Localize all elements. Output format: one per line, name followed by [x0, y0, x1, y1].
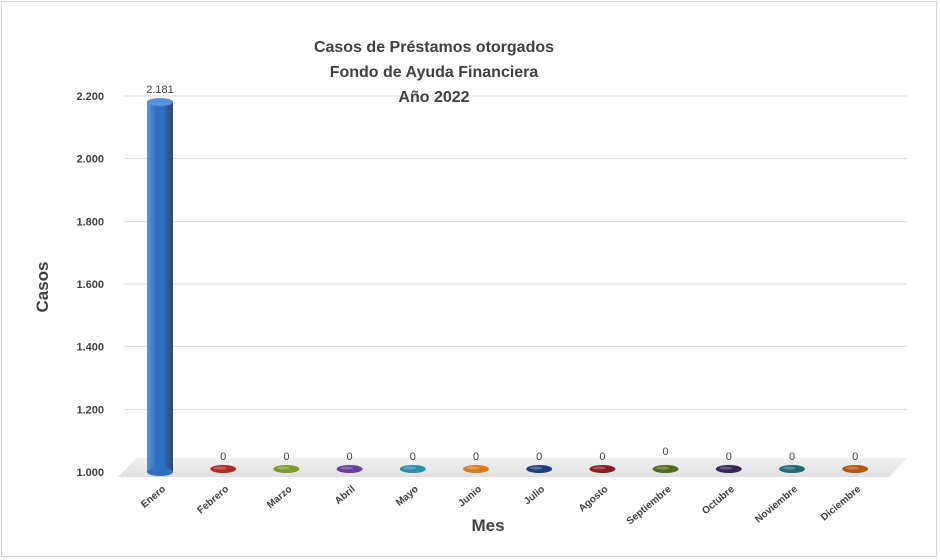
y-tick-label: 1.400 [76, 342, 104, 354]
y-tick-label: 1.800 [76, 216, 104, 228]
x-tick-label: Noviembre [753, 484, 800, 526]
bar-disc [210, 465, 237, 473]
floor-plane [118, 458, 907, 477]
bar-disc [715, 465, 742, 473]
bar-disc-highlight [466, 466, 480, 470]
data-label: 0 [663, 446, 669, 458]
bar-disc [273, 465, 300, 473]
bar-disc [589, 465, 616, 473]
y-axis-title: Casos [33, 261, 52, 312]
bar-disc [336, 465, 363, 473]
x-tick-label: Diciembre [819, 484, 863, 524]
x-axis-title: Mes [471, 516, 504, 535]
bar-disc-highlight [340, 466, 354, 470]
chart-title-line-3: Año 2022 [398, 89, 469, 106]
data-labels: 2.181 0 0 0 0 0 0 0 0 0 0 0 [146, 84, 858, 463]
y-tick-label: 2.200 [76, 91, 104, 103]
bar [273, 465, 300, 473]
bar [715, 465, 742, 473]
data-label: 0 [473, 451, 479, 463]
bar-base [147, 468, 173, 476]
x-tick-label: Julio [522, 484, 547, 507]
x-tick-label: Enero [139, 484, 168, 511]
y-tick-label: 2.000 [76, 154, 104, 166]
bar-disc [652, 465, 679, 473]
bar [652, 465, 679, 473]
y-tick-label: 1.600 [76, 279, 104, 291]
chart-title-line-2: Fondo de Ayuda Financiera [330, 64, 539, 81]
x-tick-label: Marzo [265, 484, 294, 511]
data-label: 0 [599, 451, 605, 463]
data-label: 0 [726, 451, 732, 463]
chart-title: Casos de Préstamos otorgados Fondo de Ay… [314, 39, 554, 106]
x-tick-label: Febrero [196, 484, 232, 516]
data-label: 0 [852, 451, 858, 463]
data-label: 0 [347, 451, 353, 463]
data-label: 0 [410, 451, 416, 463]
y-axis-ticks: 1.000 1.200 1.400 1.600 1.800 2.000 2.200 [76, 91, 104, 479]
x-tick-label: Junio [456, 484, 484, 510]
x-tick-label: Octubre [700, 484, 737, 517]
bar-disc-highlight [529, 466, 543, 470]
x-tick-label: Abril [333, 484, 358, 507]
data-label: 0 [789, 451, 795, 463]
bar [399, 465, 426, 473]
bar [526, 465, 553, 473]
data-label: 0 [220, 451, 226, 463]
bar-disc-highlight [719, 466, 733, 470]
chart-title-line-1: Casos de Préstamos otorgados [314, 39, 554, 56]
data-label: 2.181 [146, 84, 174, 96]
x-tick-label: Agosto [577, 484, 610, 515]
bar [463, 465, 489, 473]
bar-disc-highlight [592, 466, 606, 470]
bar-disc [526, 465, 553, 473]
y-tick-label: 1.200 [76, 404, 104, 416]
bar-disc-highlight [845, 466, 859, 470]
bar-disc [463, 465, 489, 473]
bar-disc-highlight [656, 466, 670, 470]
chart-floor [118, 458, 907, 477]
bar-disc-highlight [782, 466, 796, 470]
bar [147, 97, 173, 476]
x-tick-label: Septiembre [625, 484, 674, 528]
bar-disc [399, 465, 426, 473]
data-label: 0 [283, 451, 289, 463]
bar-disc-highlight [213, 466, 227, 470]
bar-disc [779, 465, 805, 473]
bar [336, 465, 363, 473]
bar-disc-highlight [403, 466, 417, 470]
x-tick-label: Mayo [394, 484, 421, 509]
bar [589, 465, 616, 473]
bar-top [147, 97, 173, 106]
bar [842, 465, 869, 473]
bar-disc [842, 465, 869, 473]
bar [210, 465, 237, 473]
bars [147, 97, 869, 476]
bar-body [147, 101, 173, 472]
y-tick-label: 1.000 [76, 467, 104, 479]
data-label: 0 [536, 451, 542, 463]
gridlines [124, 95, 907, 410]
bar [779, 465, 805, 473]
bar-disc-highlight [276, 466, 290, 470]
